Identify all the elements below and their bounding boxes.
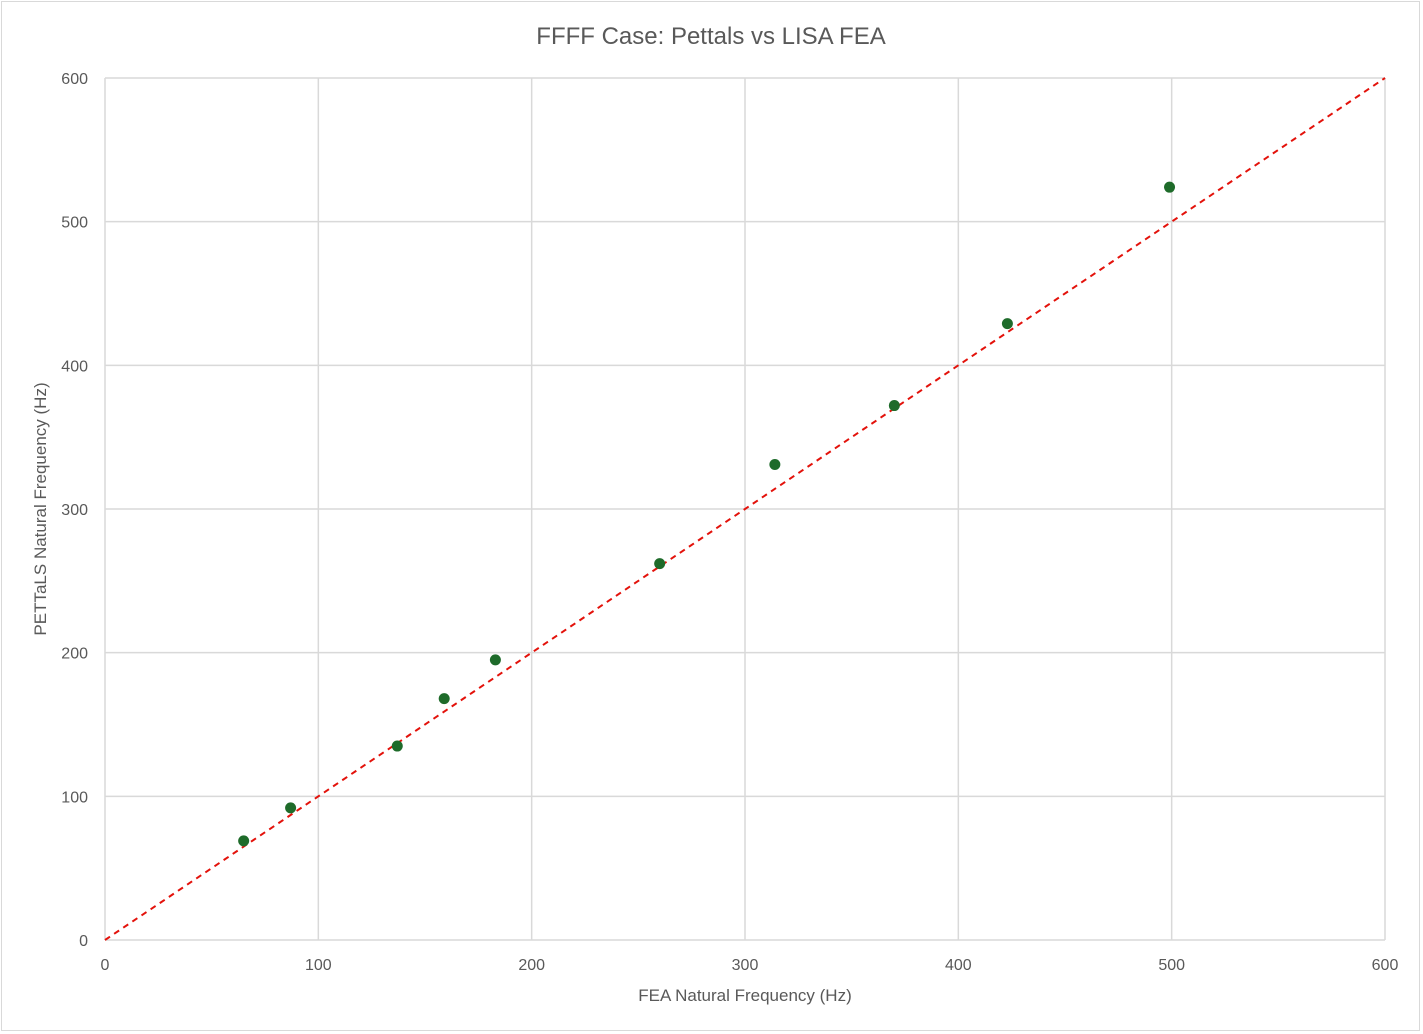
data-point xyxy=(438,693,450,705)
y-tick-label: 200 xyxy=(61,646,88,663)
y-tick-label: 0 xyxy=(79,933,88,950)
x-tick-label: 500 xyxy=(1158,957,1185,974)
reference-line xyxy=(104,77,1386,941)
x-tick-label: 100 xyxy=(305,957,332,974)
data-point xyxy=(888,400,900,412)
data-point xyxy=(391,740,403,752)
x-tick-label: 300 xyxy=(732,957,759,974)
reference-line-group xyxy=(104,77,1386,941)
data-point xyxy=(654,558,666,570)
x-tick-label: 400 xyxy=(945,957,972,974)
data-point xyxy=(285,802,297,814)
data-point xyxy=(1164,181,1176,193)
y-tick-label: 500 xyxy=(61,215,88,232)
x-axis-title: FEA Natural Frequency (Hz) xyxy=(638,986,852,1005)
x-tick-label: 0 xyxy=(101,957,110,974)
y-tick-label: 600 xyxy=(61,71,88,88)
y-axis-ticks: 0 100 200 300 400 500 600 xyxy=(61,71,88,950)
data-point xyxy=(769,458,781,470)
data-point xyxy=(238,835,250,847)
y-tick-label: 400 xyxy=(61,358,88,375)
x-tick-label: 200 xyxy=(518,957,545,974)
data-point xyxy=(489,654,501,666)
chart-title: FFFF Case: Pettals vs LISA FEA xyxy=(536,23,885,50)
y-tick-label: 100 xyxy=(61,789,88,806)
x-axis-ticks: 0 100 200 300 400 500 600 xyxy=(101,957,1399,974)
y-tick-label: 300 xyxy=(61,502,88,519)
data-points xyxy=(238,181,1176,847)
y-axis-title: PETTaLS Natural Frequency (Hz) xyxy=(31,382,50,635)
x-tick-label: 600 xyxy=(1372,957,1399,974)
data-point xyxy=(1001,318,1013,330)
